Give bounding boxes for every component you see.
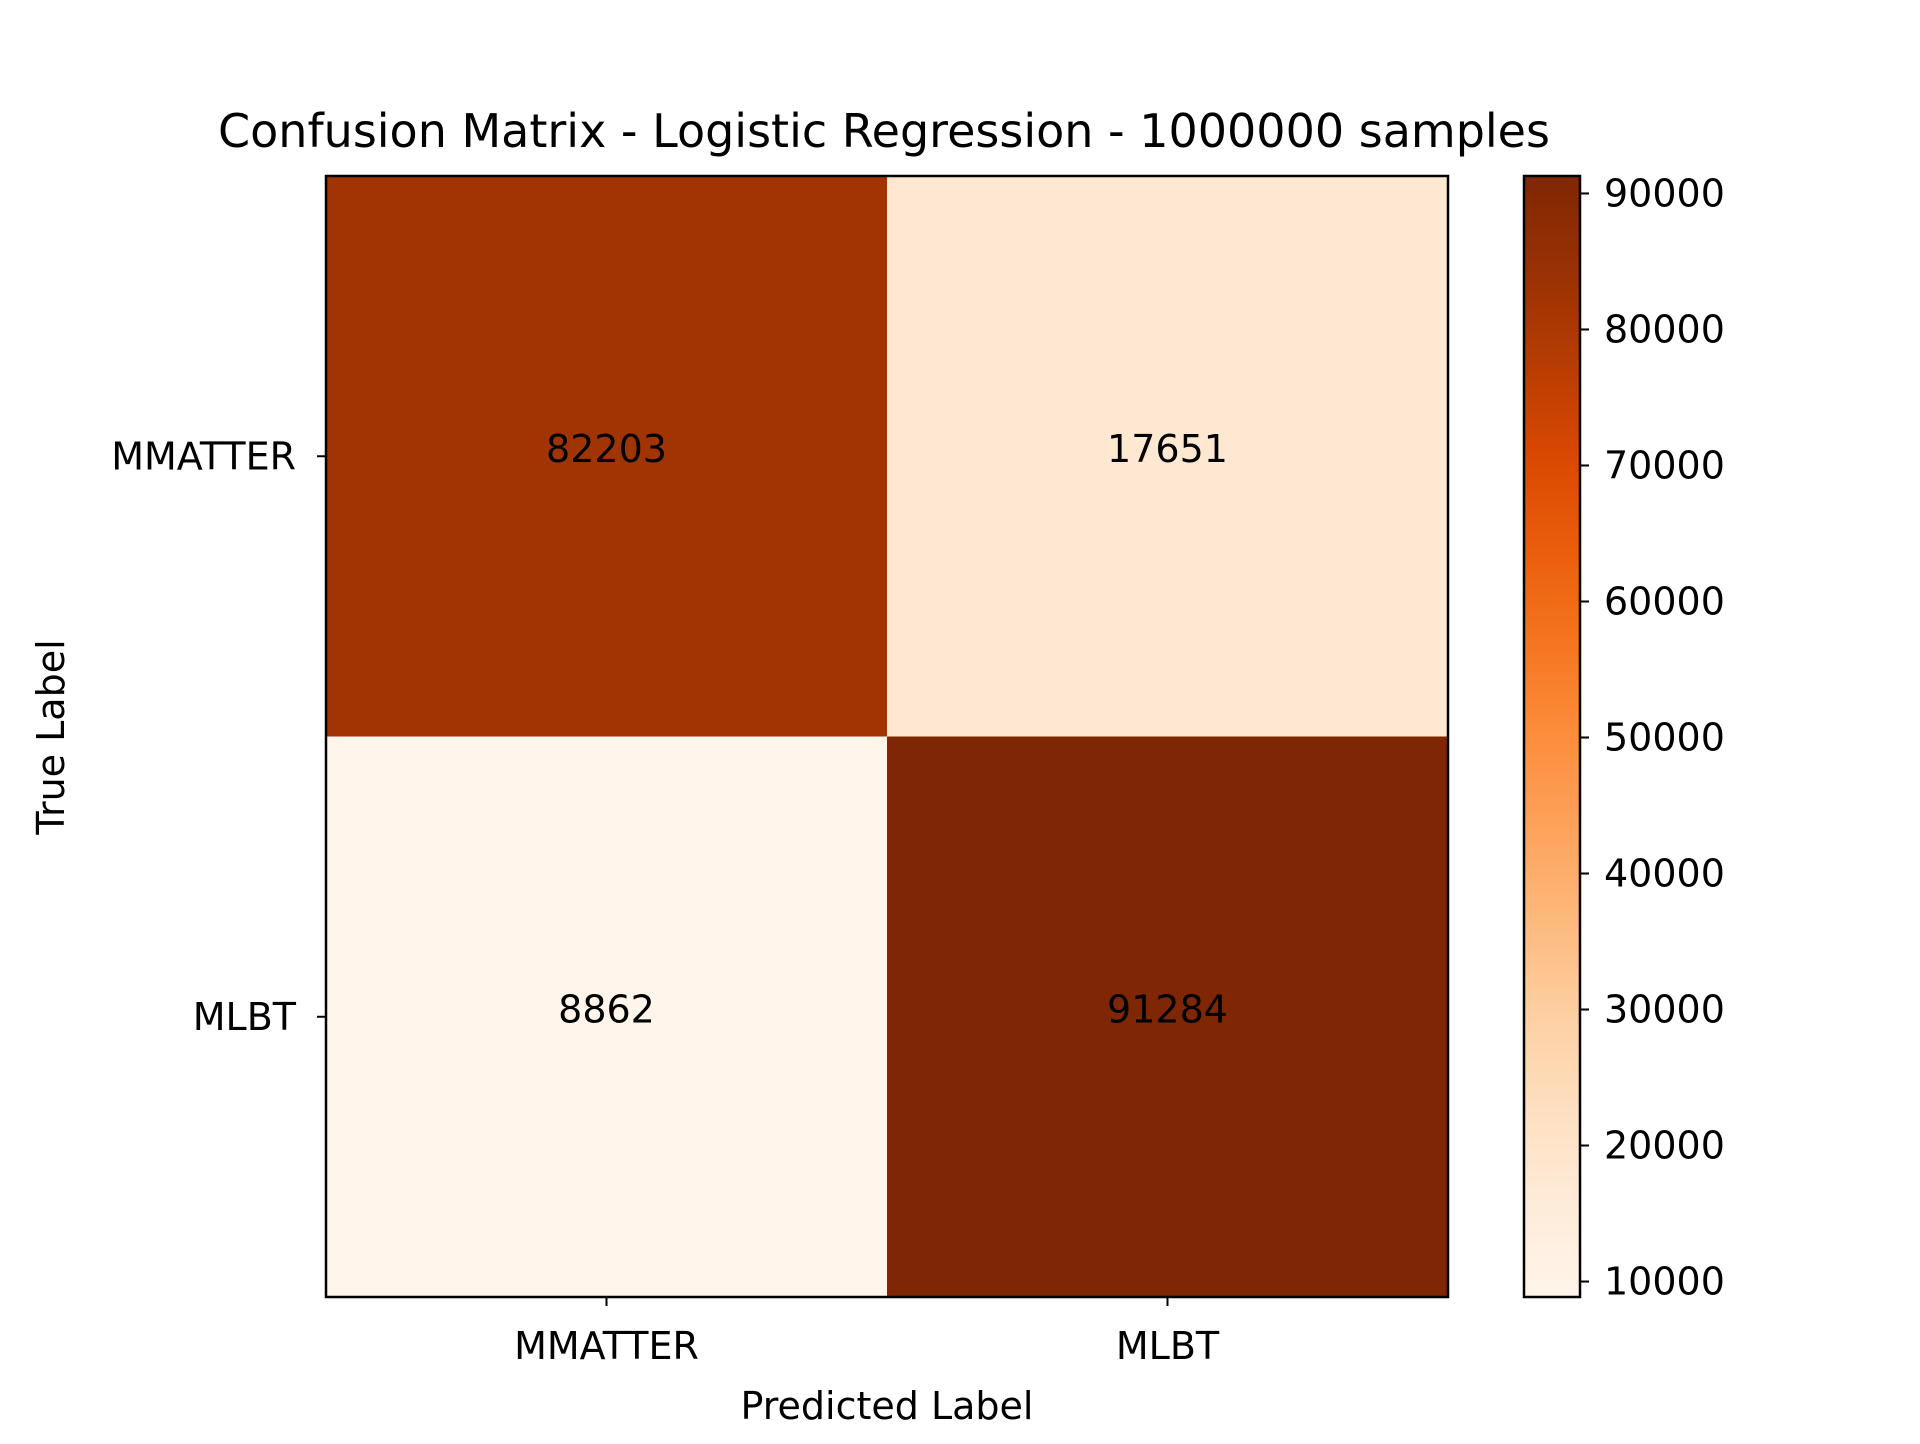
heatmap-cell bbox=[887, 736, 1449, 1298]
heatmap-cell bbox=[326, 736, 888, 1298]
cell-value-label: 8862 bbox=[558, 987, 655, 1031]
heatmap-cell bbox=[326, 176, 888, 737]
x-tick-label: MMATTER bbox=[514, 1324, 699, 1368]
colorbar-tick-label: 10000 bbox=[1604, 1260, 1725, 1304]
colorbar-tick-label: 80000 bbox=[1604, 307, 1725, 351]
colorbar-tick-label: 60000 bbox=[1604, 579, 1725, 623]
colorbar-tick-label: 70000 bbox=[1604, 443, 1725, 487]
y-axis-label: True Label bbox=[29, 639, 73, 835]
y-tick-label: MMATTER bbox=[111, 434, 296, 478]
heatmap-cell bbox=[887, 176, 1449, 737]
x-axis-label: Predicted Label bbox=[741, 1384, 1034, 1428]
cell-value-label: 91284 bbox=[1107, 987, 1228, 1031]
y-axis: MMATTER MLBT bbox=[111, 434, 326, 1039]
colorbar-tick-label: 20000 bbox=[1604, 1124, 1725, 1168]
x-axis: MMATTER MLBT bbox=[514, 1297, 1220, 1368]
colorbar-tick-label: 50000 bbox=[1604, 715, 1725, 759]
colorbar-tick-label: 40000 bbox=[1604, 852, 1725, 896]
colorbar: 10000 20000 30000 40000 50000 60000 70000 80000… bbox=[1522, 171, 1725, 1304]
colorbar-tick-label: 30000 bbox=[1604, 988, 1725, 1032]
cell-value-label: 17651 bbox=[1107, 427, 1228, 471]
colorbar-tick-label: 90000 bbox=[1604, 171, 1725, 215]
chart-title: Confusion Matrix - Logistic Regression -… bbox=[218, 104, 1550, 158]
cell-value-labels: 82203 17651 8862 91284 bbox=[546, 427, 1228, 1032]
y-tick-label: MLBT bbox=[193, 995, 297, 1039]
x-tick-label: MLBT bbox=[1116, 1324, 1220, 1368]
colorbar-gradient bbox=[1522, 174, 1582, 1299]
heatmap-cells bbox=[326, 176, 1449, 1298]
cell-value-label: 82203 bbox=[546, 427, 667, 471]
plot-frame bbox=[324, 174, 1450, 1299]
